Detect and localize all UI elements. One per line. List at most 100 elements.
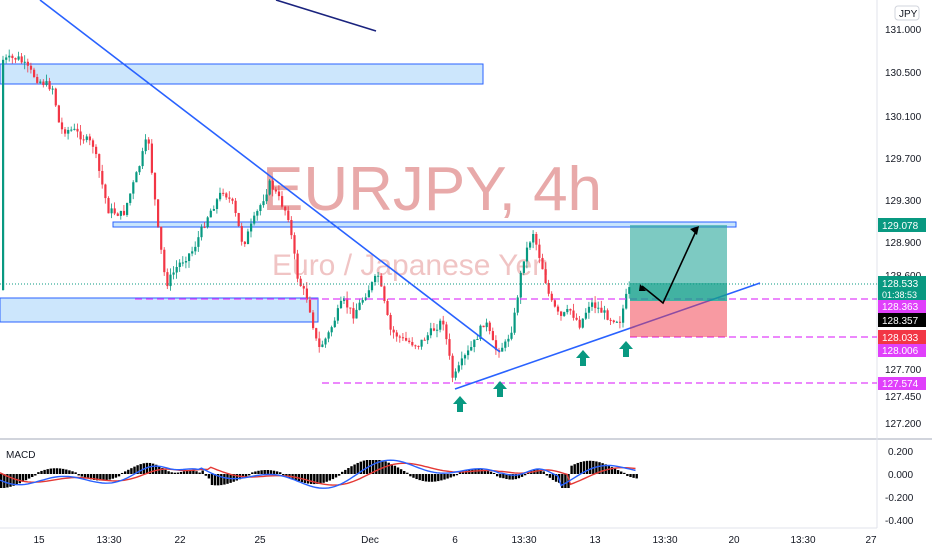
macd-bar — [359, 461, 362, 474]
macd-bar — [492, 472, 496, 474]
macd-bar — [201, 470, 204, 474]
candle-body — [157, 199, 160, 227]
macd-signal-line[interactable] — [0, 462, 636, 486]
downtrend-line[interactable] — [39, 0, 501, 353]
candle-body — [181, 262, 184, 264]
candle-body — [392, 329, 395, 333]
candle-body — [572, 310, 575, 318]
projection-path[interactable] — [641, 228, 698, 305]
candle-body — [457, 365, 460, 372]
time-axis[interactable]: 15 13:30 22 25 Dec 6 13:30 13 13:30 20 1… — [33, 535, 877, 546]
macd-bar — [508, 474, 511, 480]
macd-bar — [421, 474, 424, 481]
macd-bar — [96, 474, 99, 481]
candle-body — [569, 308, 572, 311]
x-tick: 20 — [728, 535, 740, 546]
candle-body — [138, 166, 141, 173]
macd-bar — [220, 474, 223, 486]
candle-body — [370, 282, 374, 291]
macd-bar — [372, 460, 375, 474]
candle-body — [383, 286, 386, 302]
downtrend-line-top[interactable] — [275, 0, 377, 32]
macd-bar — [356, 462, 359, 474]
candles[interactable] — [2, 49, 631, 383]
long-position-entry-zone[interactable] — [630, 283, 727, 301]
macd-bar — [446, 474, 449, 479]
macd-bar — [477, 469, 480, 474]
candle-body — [23, 61, 26, 63]
price-labels[interactable]: 129.078 128.533 01:38:53 128.363 128.357… — [878, 218, 926, 390]
candle-body — [386, 301, 389, 315]
candle-body — [36, 76, 39, 83]
macd-bar — [244, 474, 248, 477]
candle-body — [380, 275, 383, 287]
candle-body — [268, 180, 271, 195]
macd-bar — [328, 474, 331, 481]
macd-bar — [139, 464, 142, 474]
price-axis[interactable]: 131.000 130.500 130.100 129.700 129.300 … — [885, 25, 922, 430]
candle-body — [222, 192, 225, 194]
currency-badge[interactable] — [894, 5, 920, 21]
macd-bar — [542, 471, 545, 474]
macd-bar — [254, 471, 257, 474]
candle-body — [460, 358, 463, 366]
support-zone-left[interactable] — [0, 297, 319, 323]
long-position-stop-zone[interactable] — [630, 301, 727, 337]
price-label-128006-text: 128.006 — [882, 346, 919, 357]
candle-body — [432, 328, 436, 331]
macd-axis[interactable]: 0.200 0.000 -0.200 -0.400 — [885, 447, 914, 527]
candle-body — [237, 213, 240, 227]
candle-body — [544, 269, 547, 284]
candle-body — [513, 312, 516, 333]
candle-body — [420, 339, 423, 347]
candle-body — [482, 325, 485, 328]
macd-bar — [480, 469, 483, 474]
candle-body — [578, 319, 581, 328]
macd-bar — [418, 474, 421, 481]
candle-body — [85, 136, 88, 140]
macd-pane[interactable] — [0, 440, 877, 528]
candle-body — [284, 206, 287, 211]
macd-bar — [71, 471, 74, 474]
candle-body — [26, 61, 29, 66]
candle-body — [606, 310, 609, 320]
resistance-zone-middle[interactable] — [112, 221, 737, 228]
macd-bar — [399, 469, 403, 474]
candle-body — [271, 180, 274, 190]
macd-bar — [68, 470, 71, 474]
price-label-128363-text: 128.363 — [882, 302, 919, 313]
macd-bar — [334, 474, 338, 478]
macd-bar — [511, 474, 514, 480]
macd-bar — [579, 461, 583, 474]
up-arrow-icon — [453, 396, 467, 412]
y-tick: 131.000 — [885, 25, 922, 36]
macd-bar — [303, 474, 307, 483]
price-label-127574 — [878, 377, 926, 390]
x-tick: 13:30 — [790, 535, 815, 546]
resistance-zone-upper[interactable] — [0, 63, 484, 85]
candle-body — [42, 81, 45, 86]
candle-body — [318, 338, 321, 347]
macd-bar — [108, 474, 111, 480]
macd-bar — [458, 472, 462, 474]
macd-bar — [455, 474, 459, 476]
x-tick: 13:30 — [652, 535, 677, 546]
candle-body — [553, 300, 556, 307]
candle-body — [389, 314, 392, 330]
up-arrow-markers[interactable] — [453, 341, 633, 412]
macd-bar — [65, 469, 68, 474]
candle-body — [516, 297, 519, 313]
candle-body — [445, 324, 448, 340]
candle-body — [597, 307, 600, 309]
macd-line[interactable] — [0, 459, 636, 489]
macd-bar — [127, 469, 130, 474]
macd-bar — [269, 470, 273, 474]
macd-bar — [310, 474, 313, 484]
price-label-128033 — [878, 330, 926, 344]
macd-bar — [548, 474, 552, 478]
candle-body — [358, 302, 361, 310]
candle-body — [538, 244, 541, 258]
macd-bar — [616, 470, 620, 474]
candle-body — [243, 241, 246, 245]
